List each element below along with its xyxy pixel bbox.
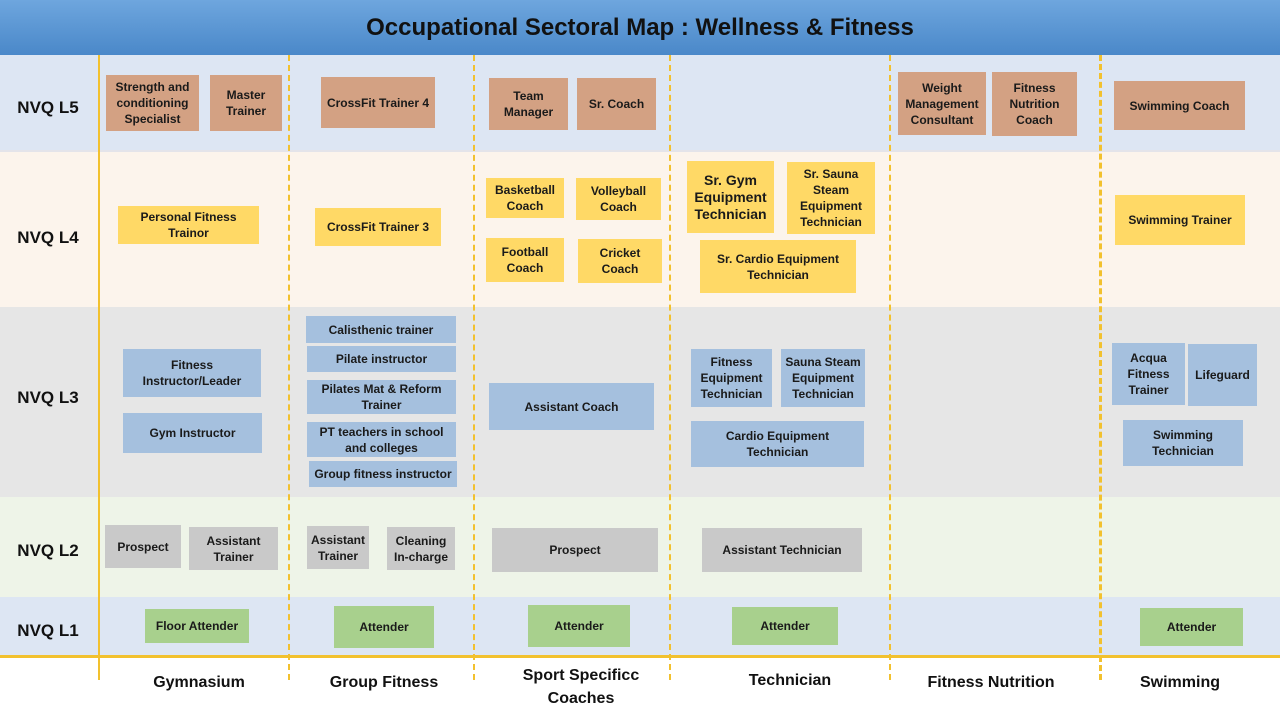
column-label-fitness-nutrition: Fitness Nutrition [927,674,1055,691]
column-label-technician: Technician [748,672,832,689]
role-box: Pilates Mat & Reform Trainer [307,380,456,414]
role-box: Acqua Fitness Trainer [1112,343,1185,405]
role-box: Fitness Equipment Technician [691,349,772,407]
role-box: Fitness Nutrition Coach [992,72,1077,136]
role-box: CrossFit Trainer 3 [315,208,441,246]
role-box: Swimming Technician [1123,420,1243,466]
divider-line [473,55,475,680]
divider-line [889,55,891,680]
role-box: Volleyball Coach [576,178,661,220]
role-box: Pilate instructor [307,346,456,372]
baseline [0,655,1280,658]
page-title: Occupational Sectoral Map : Wellness & F… [366,13,914,41]
level-label-l1: NVQ L1 [17,621,79,640]
role-box: Strength and conditioning Specialist [106,75,199,131]
role-box: Fitness Instructor/Leader [123,349,261,397]
column-label-swimming: Swimming [1139,674,1221,691]
role-box: Floor Attender [145,609,249,643]
role-box: Sr. Gym Equipment Technician [687,161,774,233]
column-label-group-fitness: Group Fitness [329,674,439,691]
role-box: Gym Instructor [123,413,262,453]
divider-line [669,55,671,680]
role-box: Sr. Cardio Equipment Technician [700,240,856,293]
role-box: Cricket Coach [578,239,662,283]
role-box: Cardio Equipment Technician [691,421,864,467]
role-box: Master Trainer [210,75,282,131]
role-box: PT teachers in school and colleges [307,422,456,457]
role-box: Prospect [492,528,658,572]
role-box: Assistant Coach [489,383,654,430]
role-box: Group fitness instructor [309,461,457,487]
level-label-l2: NVQ L2 [17,541,79,560]
column-label-sport-coaches: Sport Specificc Coaches [522,667,640,707]
role-box: Prospect [105,525,181,568]
divider-line [1099,55,1102,680]
role-box: Assistant Technician [702,528,862,572]
role-box: Lifeguard [1188,344,1257,406]
role-box: Attender [732,607,838,645]
level-label-l3: NVQ L3 [17,388,79,407]
role-box: Team Manager [489,78,568,130]
role-box: Attender [528,605,630,647]
divider-line [98,55,100,680]
role-box: Cleaning In-charge [387,527,455,570]
divider-line [288,55,290,680]
role-box: Sauna Steam Equipment Technician [781,349,865,407]
role-box: Assistant Trainer [189,527,278,570]
role-box: Swimming Coach [1114,81,1245,130]
column-label-gymnasium: Gymnasium [153,674,245,691]
role-box: Attender [334,606,434,648]
role-box: Sr. Coach [577,78,656,130]
role-box: Swimming Trainer [1115,195,1245,245]
role-box: Attender [1140,608,1243,646]
title-banner: Occupational Sectoral Map : Wellness & F… [0,0,1280,55]
role-box: Assistant Trainer [307,526,369,569]
level-label-l4: NVQ L4 [17,228,79,247]
role-box: Football Coach [486,238,564,282]
level-label-l5: NVQ L5 [17,98,79,117]
role-box: CrossFit Trainer 4 [321,77,435,128]
role-box: Personal Fitness Trainor [118,206,259,244]
role-box: Sr. Sauna Steam Equipment Technician [787,162,875,234]
role-box: Calisthenic trainer [306,316,456,343]
role-box: Weight Management Consultant [898,72,986,135]
role-box: Basketball Coach [486,178,564,218]
